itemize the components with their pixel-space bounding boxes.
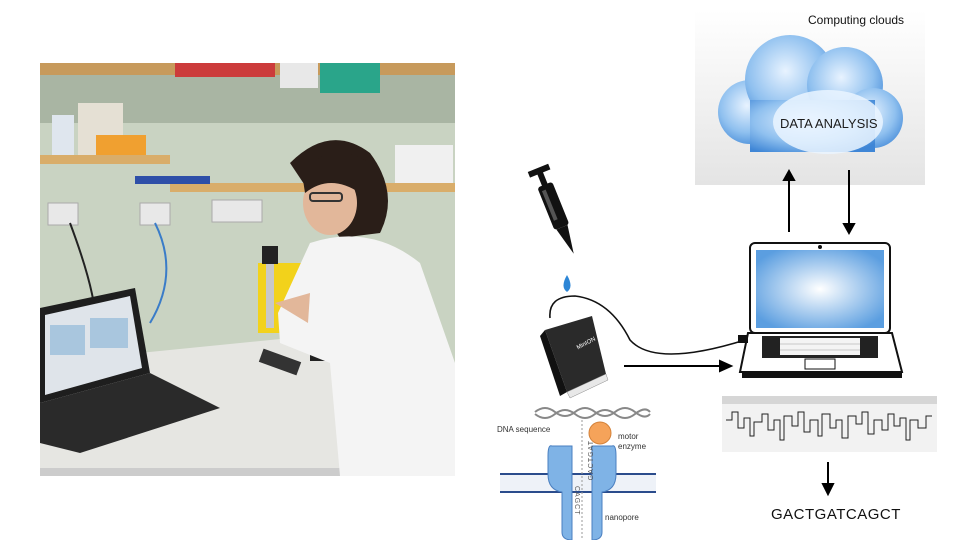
strand-letters-top: GACTGAT	[588, 440, 595, 481]
download-arrow-icon	[842, 170, 856, 236]
cloud-icon	[718, 35, 903, 154]
left-shelf	[40, 155, 170, 164]
usb-plug	[738, 335, 748, 343]
signal-trace-icon	[722, 396, 937, 452]
upload-arrow-icon	[782, 168, 796, 232]
device-to-laptop-arrow-icon	[624, 359, 734, 373]
cloud-title: Computing clouds	[808, 13, 905, 27]
strand-letters-bottom: CAGCT	[573, 486, 580, 516]
cloud-analysis-label: DATA ANALYSIS	[780, 116, 878, 131]
nanopore-label: nanopore	[605, 513, 639, 522]
motor-enzyme-label: motor enzyme	[618, 432, 647, 451]
sequencer-device-icon	[540, 316, 609, 399]
usb-cable	[549, 295, 746, 355]
output-sequence: GACTGATCAGCT	[771, 506, 901, 523]
trace-to-sequence-arrow-icon	[821, 462, 835, 497]
dna-sequence-label: DNA sequence	[497, 425, 551, 434]
laptop-icon	[738, 242, 904, 378]
lab-photo	[40, 63, 455, 476]
droplet-icon	[563, 275, 571, 292]
pipette-icon	[527, 163, 574, 254]
nanopore-schematic-icon	[500, 407, 656, 540]
